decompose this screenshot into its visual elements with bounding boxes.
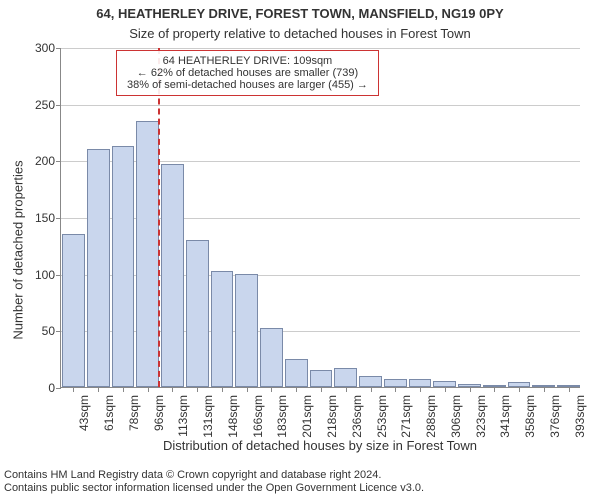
footer-line-2: Contains public sector information licen… [4, 482, 424, 496]
x-tick-label: 271sqm [399, 395, 413, 438]
x-tick-label: 236sqm [350, 395, 364, 438]
histogram-bar [235, 274, 258, 387]
property-marker-line [158, 48, 160, 387]
x-tick-mark [519, 387, 520, 392]
annotation-line-3: 38% of semi-detached houses are larger (… [127, 79, 368, 91]
histogram-bar [260, 328, 283, 387]
x-tick-mark [494, 387, 495, 392]
y-tick-label: 200 [35, 154, 55, 168]
x-tick-mark [420, 387, 421, 392]
x-tick-label: 43sqm [77, 395, 91, 431]
x-tick-label: 288sqm [424, 395, 438, 438]
x-tick-label: 393sqm [573, 395, 587, 438]
y-tick-mark [56, 275, 61, 276]
histogram-bar [186, 240, 209, 387]
histogram-bar [211, 271, 234, 387]
y-tick-mark [56, 105, 61, 106]
annotation-line-2: ← 62% of detached houses are smaller (73… [127, 67, 368, 79]
x-tick-mark [172, 387, 173, 392]
histogram-bar [62, 234, 85, 387]
histogram-bar [310, 370, 333, 387]
x-tick-mark [271, 387, 272, 392]
x-tick-label: 61sqm [102, 395, 116, 431]
footer-line-1: Contains HM Land Registry data © Crown c… [4, 469, 424, 483]
annotation-line-1: 64 HEATHERLEY DRIVE: 109sqm [127, 55, 368, 67]
x-tick-mark [123, 387, 124, 392]
y-tick-label: 300 [35, 41, 55, 55]
y-tick-label: 250 [35, 98, 55, 112]
annotation-box: 64 HEATHERLEY DRIVE: 109sqm ← 62% of det… [116, 50, 379, 96]
chart-wrap: 64, HEATHERLEY DRIVE, FOREST TOWN, MANSF… [0, 0, 600, 500]
histogram-bar [334, 368, 357, 387]
histogram-bar [384, 379, 407, 387]
x-tick-mark [73, 387, 74, 392]
histogram-bar [285, 359, 308, 387]
y-tick-mark [56, 388, 61, 389]
chart-title-line2: Size of property relative to detached ho… [0, 26, 600, 41]
chart-title-line1: 64, HEATHERLEY DRIVE, FOREST TOWN, MANSF… [0, 6, 600, 21]
plot-area: 64 HEATHERLEY DRIVE: 109sqm ← 62% of det… [60, 48, 580, 388]
x-tick-mark [296, 387, 297, 392]
x-tick-label: 376sqm [548, 395, 562, 438]
x-tick-label: 166sqm [251, 395, 265, 438]
x-tick-label: 113sqm [176, 395, 190, 437]
x-tick-mark [395, 387, 396, 392]
x-tick-mark [247, 387, 248, 392]
x-tick-mark [346, 387, 347, 392]
x-tick-mark [569, 387, 570, 392]
x-tick-label: 201sqm [300, 395, 314, 438]
x-tick-mark [470, 387, 471, 392]
histogram-bar [136, 121, 159, 387]
x-tick-label: 358sqm [523, 395, 537, 438]
x-tick-mark [445, 387, 446, 392]
y-tick-label: 100 [35, 268, 55, 282]
x-tick-label: 341sqm [498, 395, 512, 438]
histogram-bar [161, 164, 184, 387]
grid-line [61, 105, 580, 106]
histogram-bar [359, 376, 382, 387]
y-axis-label: Number of detached properties [11, 160, 26, 339]
y-tick-mark [56, 331, 61, 332]
x-tick-label: 148sqm [226, 395, 240, 438]
x-tick-label: 78sqm [127, 395, 141, 431]
x-tick-mark [321, 387, 322, 392]
x-tick-label: 218sqm [325, 395, 339, 438]
x-tick-mark [371, 387, 372, 392]
y-tick-mark [56, 48, 61, 49]
x-tick-mark [197, 387, 198, 392]
x-tick-label: 323sqm [474, 395, 488, 438]
histogram-bar [87, 149, 110, 387]
y-axis-label-container: Number of detached properties [8, 0, 28, 500]
x-tick-label: 96sqm [152, 395, 166, 431]
x-axis-label: Distribution of detached houses by size … [60, 438, 580, 453]
x-tick-label: 131sqm [201, 395, 215, 438]
y-tick-mark [56, 218, 61, 219]
x-tick-mark [222, 387, 223, 392]
x-tick-mark [98, 387, 99, 392]
x-tick-label: 253sqm [375, 395, 389, 438]
x-tick-mark [148, 387, 149, 392]
histogram-bar [409, 379, 432, 387]
x-tick-mark [544, 387, 545, 392]
y-tick-label: 150 [35, 211, 55, 225]
x-tick-label: 306sqm [449, 395, 463, 438]
histogram-bar [112, 146, 135, 387]
x-tick-label: 183sqm [275, 395, 289, 438]
footer: Contains HM Land Registry data © Crown c… [4, 469, 424, 497]
y-tick-mark [56, 161, 61, 162]
y-tick-label: 0 [48, 381, 55, 395]
y-tick-label: 50 [42, 324, 55, 338]
grid-line [61, 48, 580, 49]
